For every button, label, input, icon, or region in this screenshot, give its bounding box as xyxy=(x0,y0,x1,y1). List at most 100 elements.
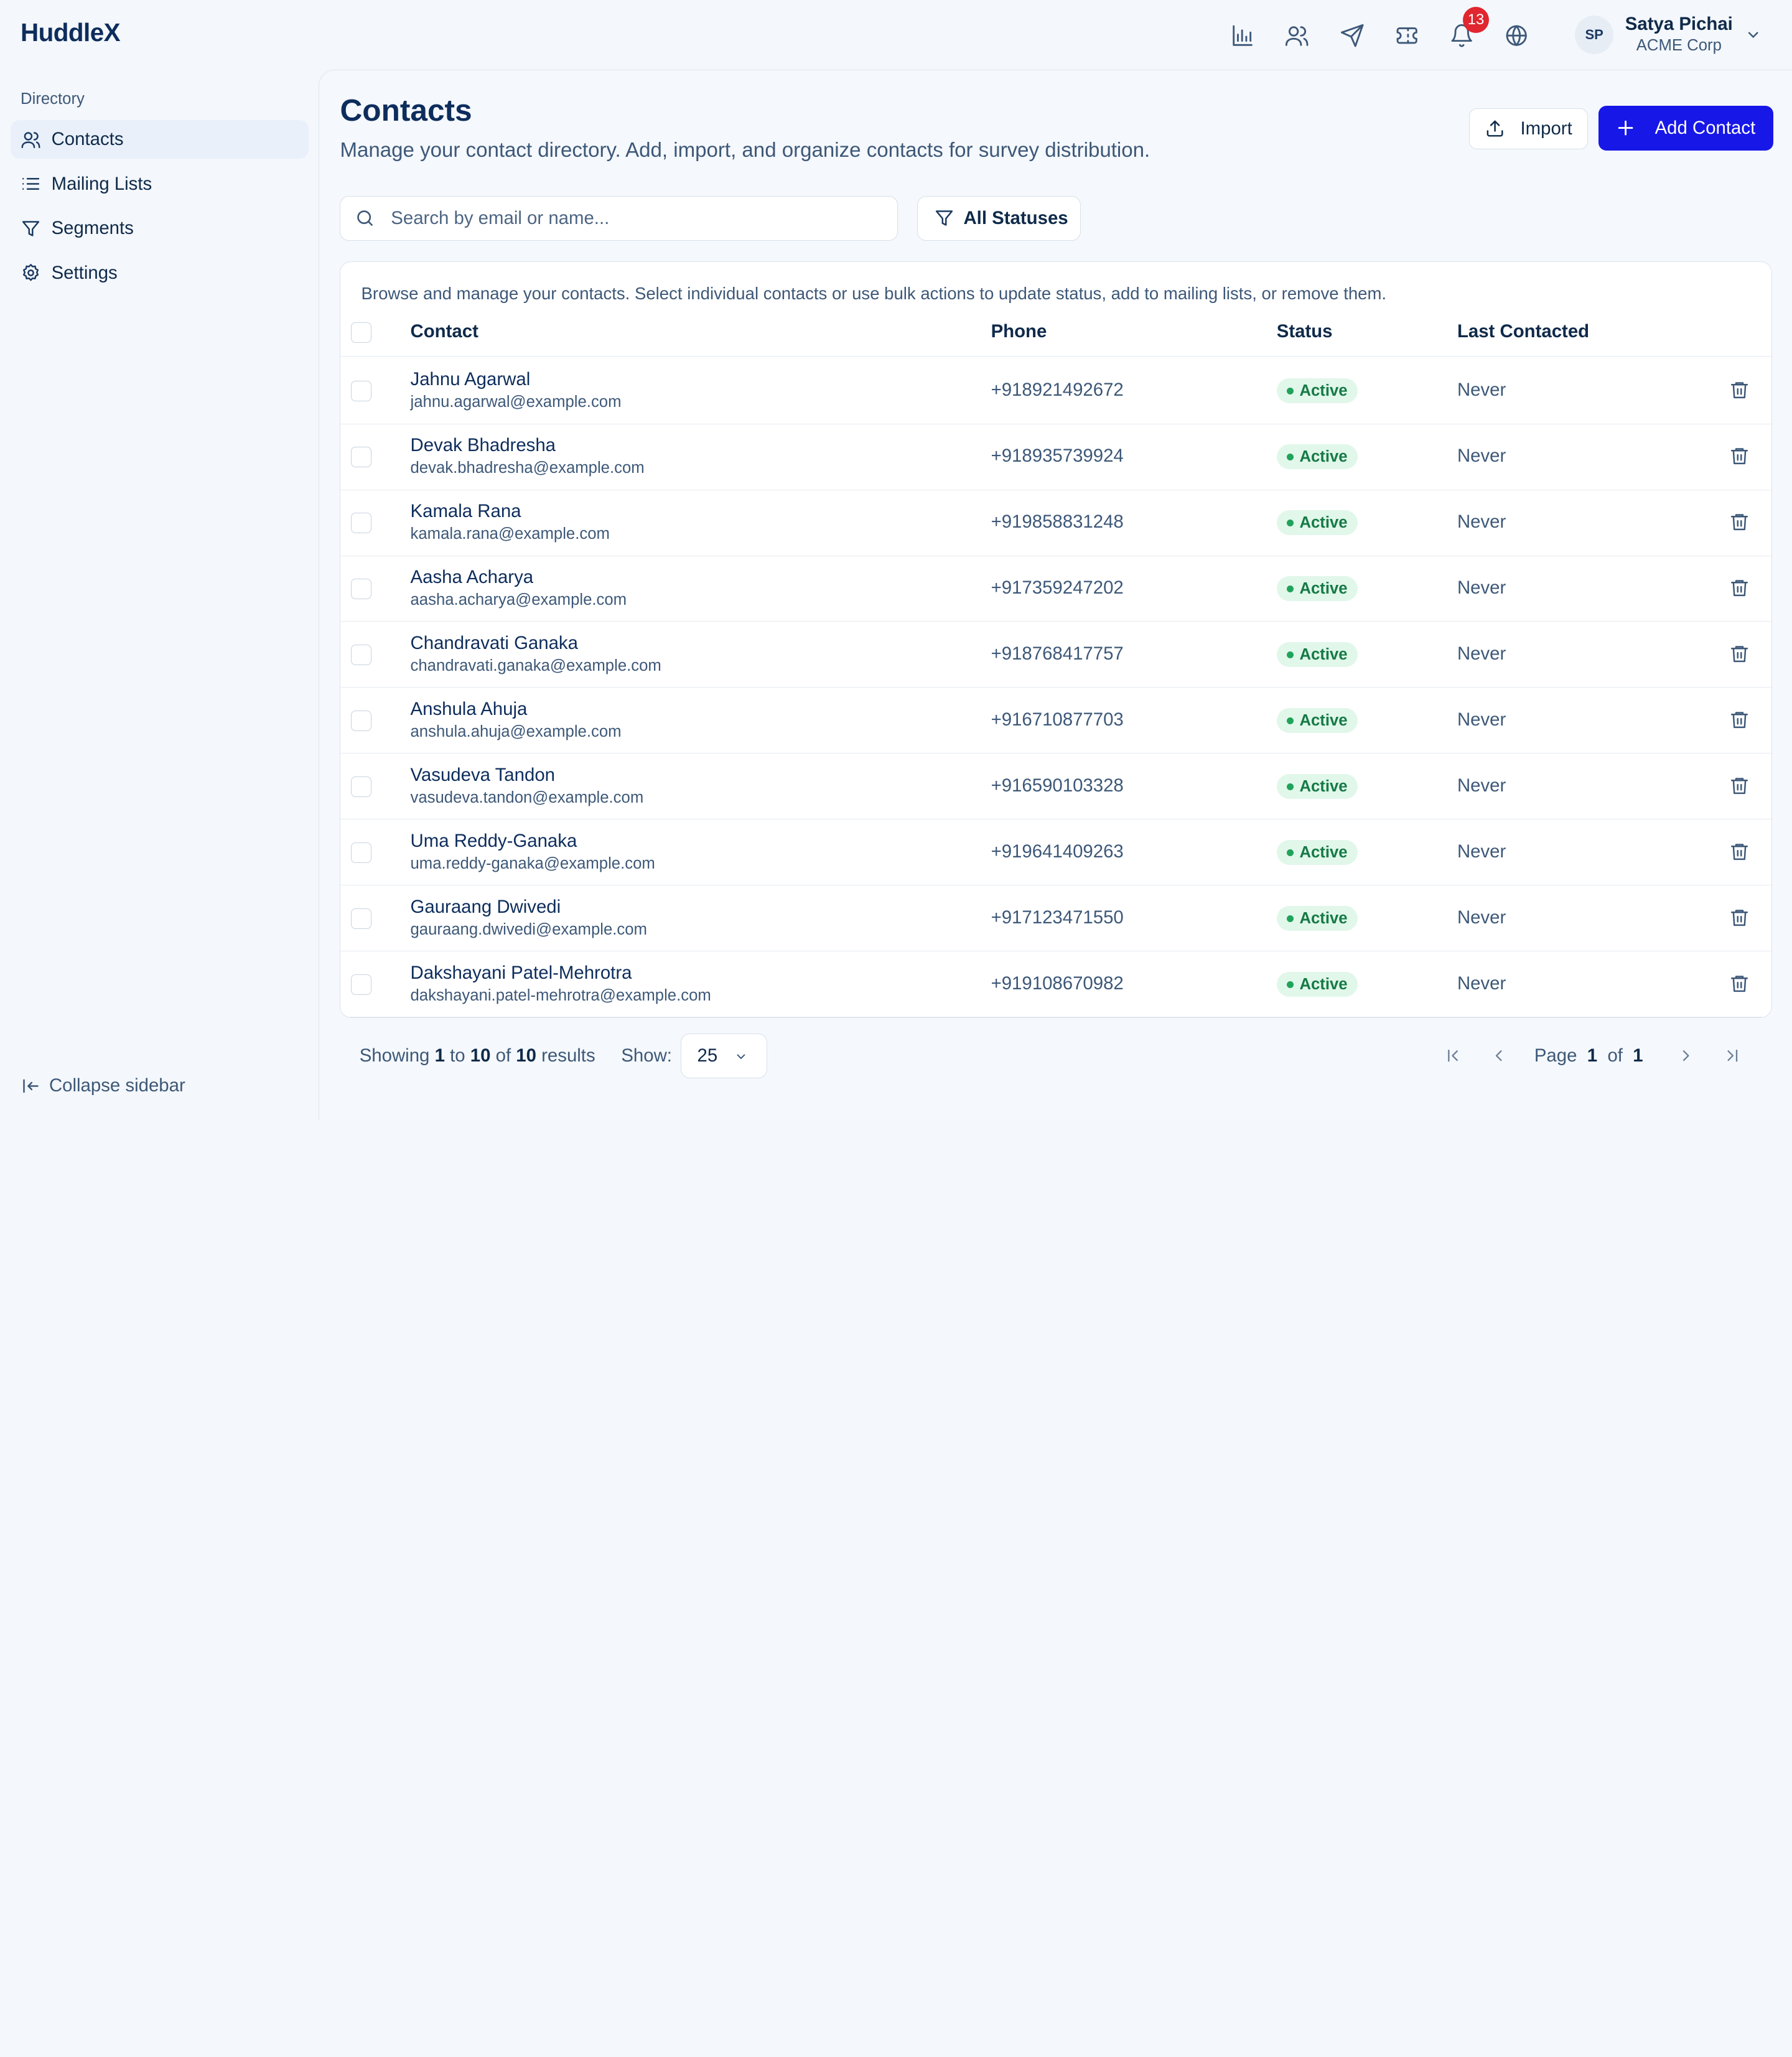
add-contact-button-label: Add Contact xyxy=(1654,117,1756,138)
search-input[interactable] xyxy=(391,207,871,229)
contact-name[interactable]: Chandravati Ganaka xyxy=(410,633,578,654)
contact-name[interactable]: Jahnu Agarwal xyxy=(410,369,531,390)
sidebar-item-label: Settings xyxy=(51,262,118,283)
upload-icon xyxy=(1486,120,1503,137)
sidebar-item-label: Mailing Lists xyxy=(51,173,152,194)
contact-name[interactable]: Kamala Rana xyxy=(410,501,521,522)
table-row[interactable]: Dakshayani Patel-Mehrotra dakshayani.pate… xyxy=(340,951,1771,1017)
sidebar-section-label: Directory xyxy=(21,90,85,108)
last-contacted: Never xyxy=(1457,445,1506,466)
table-footer: Showing 1 to 10 of 10 results Show: 25 P… xyxy=(340,1018,1771,1092)
table-row[interactable]: Gauraang Dwivedi gauraang.dwivedi@example… xyxy=(340,885,1771,952)
status-filter-label: All Statuses xyxy=(963,207,1068,228)
import-button-label: Import xyxy=(1520,118,1572,139)
user-org: ACME Corp xyxy=(1636,36,1722,54)
trash-icon xyxy=(1729,646,1750,668)
next-page-button[interactable] xyxy=(1674,1043,1699,1068)
row-checkbox[interactable] xyxy=(351,446,372,467)
import-button[interactable]: Import xyxy=(1469,108,1589,149)
contact-name[interactable]: Uma Reddy-Ganaka xyxy=(410,831,577,852)
sidebar-item-segments[interactable]: Segments xyxy=(11,209,309,248)
table-row[interactable]: Aasha Acharya aasha.acharya@example.com +9… xyxy=(340,556,1771,622)
row-checkbox[interactable] xyxy=(351,512,372,533)
table-row[interactable]: Devak Bhadresha devak.bhadresha@example.c… xyxy=(340,424,1771,490)
status-badge: Active xyxy=(1276,641,1358,668)
user-menu[interactable]: SP Satya Pichai ACME Corp xyxy=(1574,14,1763,56)
sidebar-item-contacts[interactable]: Contacts xyxy=(10,119,309,159)
contact-name[interactable]: Anshula Ahuja xyxy=(410,699,528,720)
trash-icon xyxy=(1729,580,1750,602)
contact-name[interactable]: Devak Bhadresha xyxy=(410,435,556,456)
notifications-button[interactable]: 13 xyxy=(1442,7,1490,55)
row-checkbox[interactable] xyxy=(351,380,372,401)
last-page-button[interactable] xyxy=(1719,1043,1744,1068)
row-checkbox[interactable] xyxy=(351,710,372,731)
main-panel: Contacts Manage your contact directory. … xyxy=(319,70,1792,1120)
delete-contact-button[interactable] xyxy=(1729,907,1752,930)
delete-contact-button[interactable] xyxy=(1729,511,1752,534)
search-field[interactable] xyxy=(340,196,898,241)
page-size-select[interactable]: 25 xyxy=(680,1033,768,1078)
delete-contact-button[interactable] xyxy=(1729,709,1752,732)
delete-contact-button[interactable] xyxy=(1729,775,1752,798)
contact-phone: +919858831248 xyxy=(991,511,1124,532)
column-header-status[interactable]: Status xyxy=(1276,321,1333,342)
last-contacted: Never xyxy=(1457,841,1506,862)
column-header-phone[interactable]: Phone xyxy=(991,321,1047,342)
table-row[interactable]: Anshula Ahuja anshula.ahuja@example.com +9… xyxy=(340,688,1771,754)
page-size-value: 25 xyxy=(697,1045,718,1066)
sidebar-item-mailing-lists[interactable]: Mailing Lists xyxy=(11,164,309,203)
tickets-button[interactable] xyxy=(1388,16,1426,55)
delete-contact-button[interactable] xyxy=(1729,577,1752,600)
contact-name[interactable]: Gauraang Dwivedi xyxy=(410,897,561,918)
delete-contact-button[interactable] xyxy=(1729,380,1752,403)
send-button[interactable] xyxy=(1333,16,1371,55)
table-row[interactable]: Kamala Rana kamala.rana@example.com +91985… xyxy=(340,490,1771,556)
delete-contact-button[interactable] xyxy=(1729,643,1752,666)
collapse-sidebar-button[interactable]: Collapse sidebar xyxy=(21,1075,185,1096)
contact-name[interactable]: Aasha Acharya xyxy=(410,567,534,588)
status-filter-button[interactable]: All Statuses xyxy=(917,196,1081,241)
contact-name[interactable]: Dakshayani Patel-Mehrotra xyxy=(410,963,632,984)
page-of-word: of xyxy=(1607,1045,1623,1066)
table-row[interactable]: Uma Reddy-Ganaka uma.reddy-ganaka@example… xyxy=(340,819,1771,886)
results-total: 10 xyxy=(516,1045,536,1066)
select-all-checkbox[interactable] xyxy=(351,322,372,343)
results-of-word: of xyxy=(495,1045,511,1066)
add-contact-button[interactable]: Add Contact xyxy=(1598,105,1773,151)
app-logo[interactable]: HuddleX xyxy=(21,18,121,47)
sidebar-item-label: Segments xyxy=(51,218,134,239)
results-from: 1 xyxy=(434,1045,445,1066)
list-icon xyxy=(22,178,40,190)
analytics-button[interactable] xyxy=(1223,16,1261,55)
bar-chart-icon xyxy=(1233,25,1253,46)
status-badge: Active xyxy=(1276,905,1358,931)
row-checkbox[interactable] xyxy=(351,578,372,599)
row-checkbox[interactable] xyxy=(351,644,372,665)
delete-contact-button[interactable] xyxy=(1729,973,1752,996)
delete-contact-button[interactable] xyxy=(1729,445,1752,469)
gear-icon xyxy=(23,264,39,281)
contact-name[interactable]: Vasudeva Tandon xyxy=(410,765,555,786)
page-indicator: Page 1 of 1 xyxy=(1534,1045,1643,1066)
contact-email: uma.reddy-ganaka@example.com xyxy=(410,854,655,872)
contact-email: dakshayani.patel-mehrotra@example.com xyxy=(410,986,711,1004)
table-row[interactable]: Vasudeva Tandon vasudeva.tandon@example.c… xyxy=(340,753,1771,820)
delete-contact-button[interactable] xyxy=(1729,841,1752,864)
people-button[interactable] xyxy=(1277,16,1316,55)
row-checkbox[interactable] xyxy=(351,842,372,863)
column-header-contact[interactable]: Contact xyxy=(410,321,478,342)
users-icon xyxy=(21,131,40,148)
contact-email: anshula.ahuja@example.com xyxy=(410,722,622,740)
row-checkbox[interactable] xyxy=(351,776,372,797)
previous-page-button[interactable] xyxy=(1486,1043,1511,1068)
row-checkbox[interactable] xyxy=(351,974,372,995)
sidebar-item-settings[interactable]: Settings xyxy=(11,254,309,292)
table-row[interactable]: Jahnu Agarwal jahnu.agarwal@example.com +9… xyxy=(340,358,1771,424)
status-badge: Active xyxy=(1276,839,1358,865)
table-row[interactable]: Chandravati Ganaka chandravati.ganaka@exa… xyxy=(340,622,1771,688)
row-checkbox[interactable] xyxy=(351,908,372,929)
column-header-last-contacted[interactable]: Last Contacted xyxy=(1457,321,1590,342)
first-page-button[interactable] xyxy=(1440,1043,1465,1068)
language-button[interactable] xyxy=(1497,16,1536,55)
